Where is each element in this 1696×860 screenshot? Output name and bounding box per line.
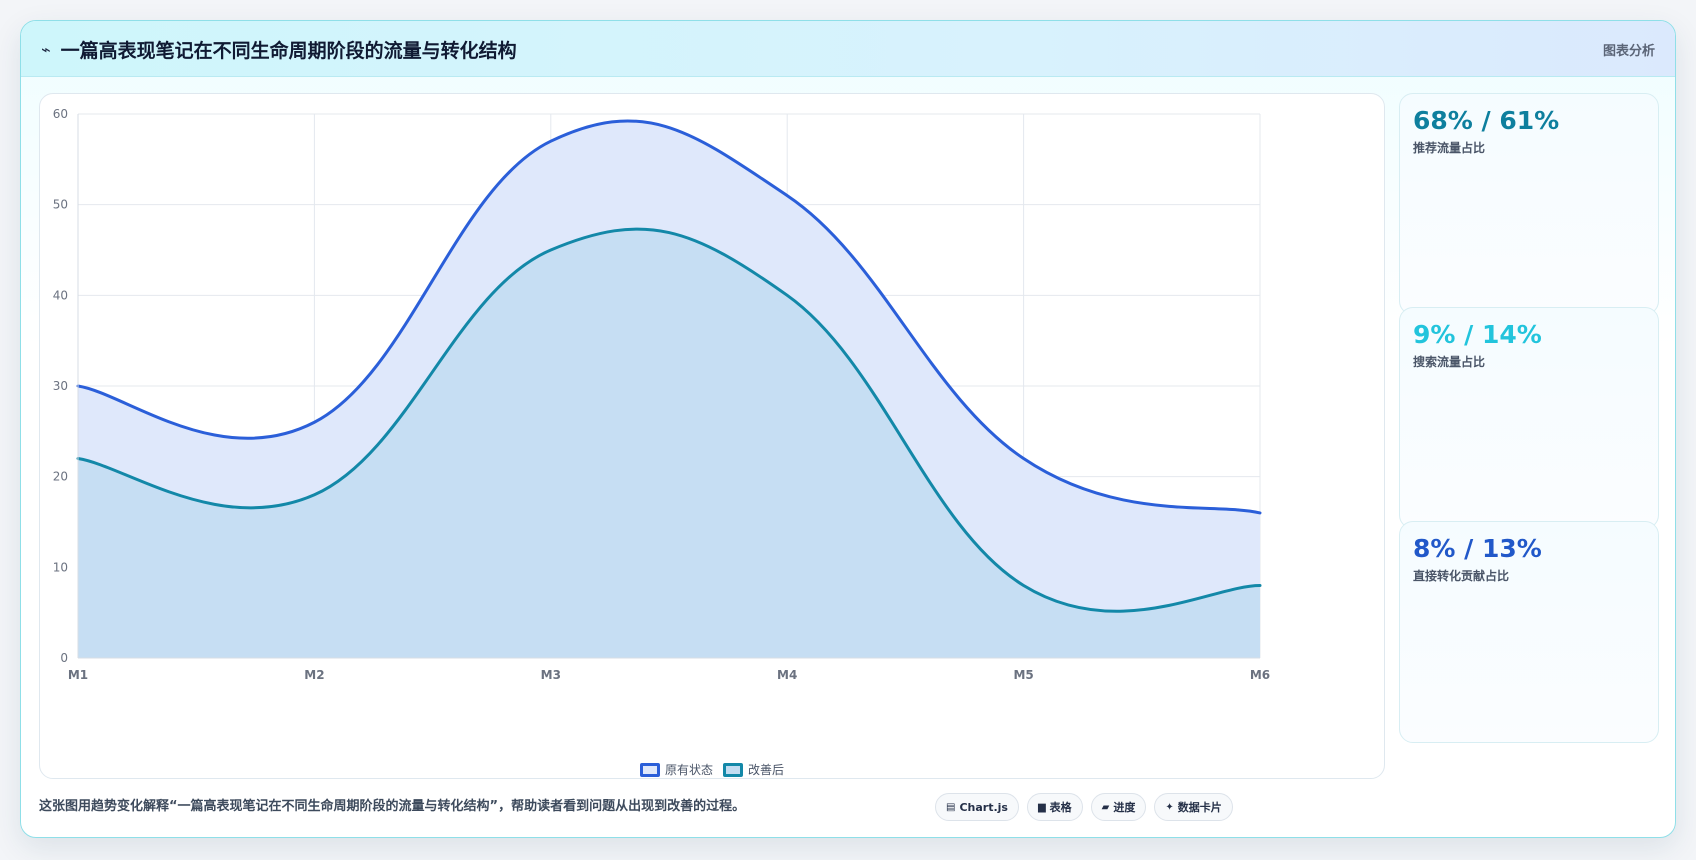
y-tick-label: 40 — [53, 288, 68, 302]
page-title: 一篇高表现笔记在不同生命周期阶段的流量与转化结构 — [60, 39, 517, 62]
stat-value: 68% / 61% — [1413, 106, 1560, 135]
chart-card: ⌁ 一篇高表现笔记在不同生命周期阶段的流量与转化结构 图表分析 0 10 20 30 4… — [20, 20, 1676, 838]
y-tick-label: 20 — [53, 470, 68, 484]
sparkle-icon: ✦ — [1165, 801, 1174, 813]
legend-label: 改善后 — [748, 763, 785, 777]
wave-icon: ⌁ — [41, 39, 51, 59]
series-line-1 — [76, 119, 1262, 515]
stat-card-search: 9% / 14% 搜索流量占比 — [1399, 307, 1659, 529]
stat-card-recommend: 68% / 61% 推荐流量占比 — [1399, 93, 1659, 315]
header-tag: 图表分析 — [1602, 43, 1655, 59]
legend-item[interactable]: 原有状态 — [639, 761, 713, 778]
stat-label: 推荐流量占比 — [1413, 141, 1486, 155]
chart-legend: 原有状态 改善后 — [40, 761, 1384, 778]
legend-swatch — [723, 762, 743, 777]
tech-chips: ▤ Chart.js ▆ 表格 ▰ 进度 ✦ 数据卡片 — [935, 793, 1233, 821]
x-tick-label: M4 — [777, 668, 797, 682]
x-tick-label: M3 — [541, 668, 561, 682]
legend-item[interactable]: 改善后 — [723, 761, 784, 778]
card-header: ⌁ 一篇高表现笔记在不同生命周期阶段的流量与转化结构 图表分析 — [21, 21, 1675, 77]
x-tick-label: M2 — [304, 668, 324, 682]
chip-label: Chart.js — [959, 800, 1008, 814]
chip-chartjs[interactable]: ▤ Chart.js — [935, 793, 1019, 821]
legend-label: 原有状态 — [664, 763, 713, 777]
chip-label: 数据卡片 — [1177, 801, 1222, 814]
stat-label: 直接转化贡献占比 — [1413, 569, 1510, 583]
y-tick-label: 30 — [53, 379, 68, 393]
legend-swatch — [639, 762, 660, 777]
chart-icon: ▤ — [946, 801, 956, 813]
chart-panel: 0 10 20 30 40 50 60 M1 M2 M3 M4 M5 M6 原有状态 改善后 — [39, 93, 1385, 779]
y-tick-label: 0 — [60, 651, 68, 665]
x-tick-label: M5 — [1013, 668, 1033, 682]
stat-card-direct: 8% / 13% 直接转化贡献占比 — [1399, 521, 1659, 743]
series-line-2 — [76, 227, 1262, 613]
x-tick-label: M1 — [68, 668, 88, 682]
chip-label: 进度 — [1113, 801, 1136, 814]
chip-data-card[interactable]: ✦ 数据卡片 — [1154, 793, 1233, 821]
y-tick-label: 50 — [53, 198, 68, 212]
chip-progress[interactable]: ▰ 进度 — [1090, 793, 1147, 821]
title-wrap: ⌁ 一篇高表现笔记在不同生命周期阶段的流量与转化结构 — [41, 21, 517, 77]
stat-label: 搜索流量占比 — [1413, 355, 1486, 369]
area-chart: 0 10 20 30 40 50 60 M1 M2 M3 M4 M5 M6 — [53, 107, 1270, 682]
chip-label: 表格 — [1049, 801, 1072, 814]
stat-cards: 68% / 61% 推荐流量占比 9% / 14% 搜索流量占比 8% / 13… — [1399, 93, 1659, 779]
series-area-2 — [78, 229, 1260, 659]
stat-value: 8% / 13% — [1413, 534, 1542, 563]
progress-icon: ▰ — [1101, 801, 1110, 813]
chip-table[interactable]: ▆ 表格 — [1026, 793, 1083, 821]
stat-value: 9% / 14% — [1413, 320, 1542, 349]
y-tick-label: 60 — [53, 107, 68, 121]
chart-caption: 这张图用趋势变化解释“一篇高表现笔记在不同生命周期阶段的流量与转化结构”，帮助读… — [39, 799, 746, 814]
x-tick-label: M6 — [1250, 668, 1270, 682]
table-icon: ▆ — [1037, 801, 1046, 813]
y-tick-label: 10 — [53, 560, 68, 574]
